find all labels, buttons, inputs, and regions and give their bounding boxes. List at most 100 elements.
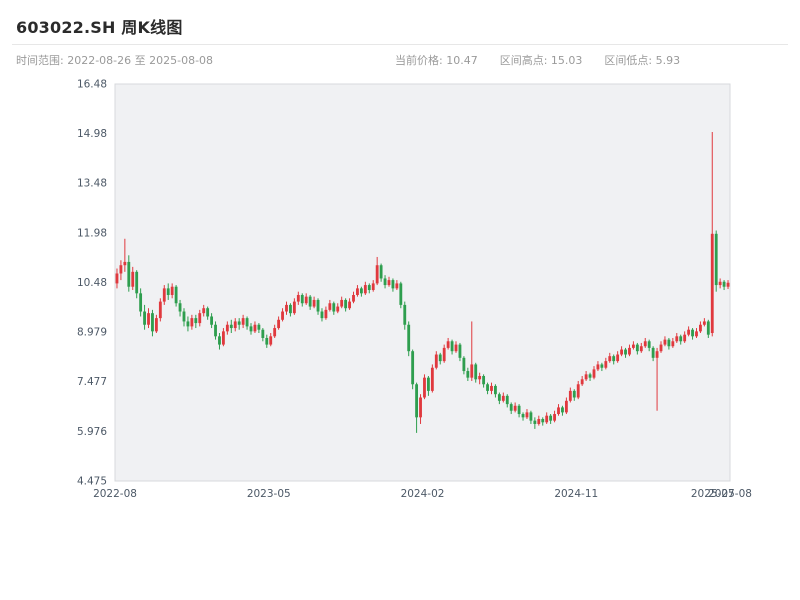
candle: [300, 293, 304, 307]
candle-body: [695, 331, 698, 337]
candle-body: [344, 299, 348, 309]
y-axis-tick: 8.979: [77, 327, 107, 339]
candle-body: [383, 278, 387, 286]
candle: [221, 328, 225, 347]
candle-body: [170, 286, 174, 295]
candle-body: [501, 395, 505, 401]
candle-body: [332, 303, 336, 312]
candle-body: [225, 324, 229, 332]
range-high-label: 区间高点: 15.03: [499, 54, 583, 67]
candle: [608, 352, 612, 363]
candle-body: [643, 341, 647, 347]
candle: [620, 346, 624, 357]
candle-body: [174, 286, 178, 304]
candle-body: [123, 261, 127, 266]
candle: [631, 341, 635, 350]
header-divider: [12, 44, 788, 45]
candle: [399, 281, 403, 309]
candle-body: [478, 376, 482, 380]
candle: [383, 275, 387, 289]
candle-body: [281, 311, 284, 320]
candle: [639, 342, 643, 353]
candle: [363, 281, 367, 295]
candle-body: [525, 412, 529, 418]
candle: [139, 288, 143, 317]
candle: [419, 394, 422, 424]
candle-body: [423, 377, 426, 398]
candle-body: [399, 283, 403, 305]
candle-body: [628, 347, 631, 355]
candle: [628, 344, 631, 357]
candle: [245, 316, 249, 330]
candle: [348, 298, 351, 310]
y-axis-tick: 13.48: [77, 178, 107, 190]
candle: [612, 354, 616, 365]
candle-body: [635, 344, 639, 352]
candle: [671, 337, 675, 348]
candle: [257, 323, 261, 334]
candle-body: [679, 336, 683, 342]
candle-body: [300, 294, 304, 304]
candle-body: [655, 351, 659, 358]
candle-body: [214, 324, 217, 337]
candle: [655, 347, 659, 411]
candle: [312, 296, 316, 309]
candle-body: [691, 329, 694, 337]
candle-body: [624, 349, 627, 355]
candle: [367, 283, 371, 294]
candle: [214, 321, 217, 340]
candle: [190, 314, 194, 330]
candle: [478, 372, 482, 385]
candle-body: [454, 344, 458, 352]
candle: [635, 342, 639, 355]
candle-body: [147, 313, 150, 325]
candle: [273, 324, 277, 338]
candle: [186, 316, 190, 332]
candle: [501, 392, 505, 403]
candle-body: [568, 390, 572, 401]
candle: [722, 280, 726, 291]
candle: [718, 278, 722, 289]
candle-body: [438, 354, 442, 362]
candle-body: [600, 364, 604, 368]
candle-body: [415, 384, 419, 418]
candle: [285, 301, 288, 315]
candle: [292, 298, 296, 315]
candle-body: [470, 364, 474, 378]
candle-body: [348, 301, 351, 309]
candle-body: [151, 313, 154, 332]
candle-body: [139, 293, 143, 312]
y-axis-tick: 16.48: [77, 79, 107, 91]
candle: [584, 371, 588, 381]
candle: [592, 366, 596, 380]
candle-body: [616, 354, 620, 362]
candle-body: [430, 367, 434, 391]
candle: [561, 405, 564, 416]
candle: [135, 270, 139, 299]
candle: [564, 397, 568, 415]
candle-body: [198, 313, 202, 324]
candle-body: [545, 415, 549, 423]
candle: [541, 417, 545, 426]
candle: [304, 293, 308, 305]
candle-body: [221, 331, 225, 345]
candle-body: [521, 414, 525, 418]
candle-body: [316, 299, 320, 312]
candle: [454, 341, 458, 353]
candle-body: [340, 299, 344, 307]
candle: [604, 357, 608, 370]
stats-row: 当前价格: 10.47 区间高点: 15.03 区间低点: 5.93: [395, 52, 680, 68]
candle: [154, 314, 158, 334]
candle: [486, 382, 489, 395]
candle: [683, 331, 687, 343]
candle: [505, 394, 509, 408]
candle-body: [620, 349, 624, 355]
candle-body: [285, 304, 288, 312]
candle-body: [529, 412, 533, 421]
candle: [438, 352, 442, 365]
candle: [568, 387, 572, 403]
candle: [198, 309, 202, 327]
candle: [371, 280, 375, 292]
candle-body: [446, 341, 450, 348]
candle-body: [194, 318, 198, 324]
